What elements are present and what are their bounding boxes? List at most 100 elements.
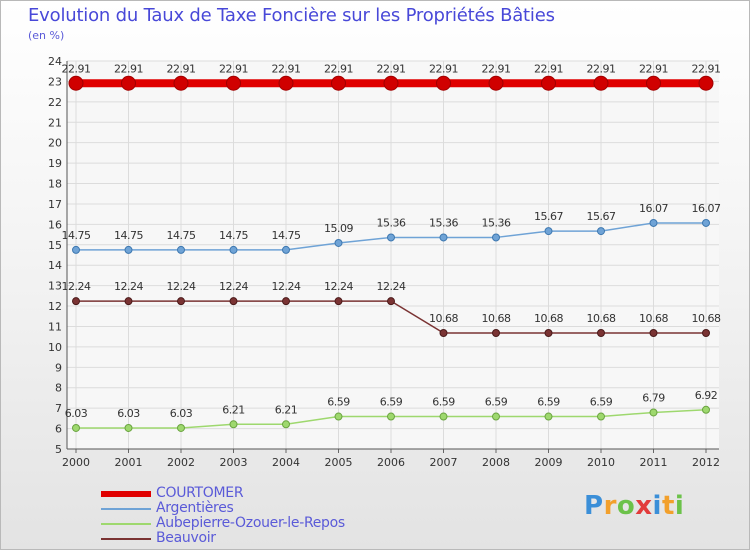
- data-label: 12.24: [62, 280, 91, 293]
- data-point: [282, 297, 290, 306]
- data-label: 22.91: [324, 62, 353, 75]
- legend-label-argentieres: Argentières: [156, 500, 234, 516]
- data-point: [541, 75, 556, 91]
- x-tick-label: 2011: [640, 456, 668, 469]
- data-label: 14.75: [114, 229, 143, 242]
- data-label: 22.91: [377, 62, 406, 75]
- legend-swatch-beauvoir: [101, 538, 151, 540]
- data-point: [702, 405, 710, 414]
- data-label: 16.07: [692, 202, 721, 215]
- data-point: [383, 75, 399, 91]
- x-tick-label: 2005: [325, 456, 353, 469]
- y-tick-label: 5: [55, 443, 62, 456]
- data-point: [282, 245, 290, 254]
- data-label: 10.68: [429, 312, 458, 325]
- data-label: 6.03: [170, 407, 193, 420]
- data-label: 10.68: [692, 312, 721, 325]
- data-point: [492, 329, 500, 338]
- data-label: 12.24: [167, 280, 196, 293]
- data-label: 15.09: [324, 222, 353, 235]
- data-point: [439, 412, 448, 421]
- data-point: [177, 245, 185, 254]
- data-point: [121, 75, 136, 91]
- legend-label-beauvoir: Beauvoir: [156, 530, 216, 546]
- data-label: 12.24: [114, 280, 143, 293]
- data-point: [72, 423, 80, 432]
- data-point: [173, 75, 189, 91]
- data-label: 6.21: [275, 403, 298, 416]
- data-label: 22.91: [534, 62, 563, 75]
- data-point: [593, 75, 609, 91]
- x-tick-label: 2006: [377, 456, 405, 469]
- legend-swatch-courtomer: [101, 491, 151, 497]
- data-label: 6.59: [590, 396, 613, 409]
- data-point: [544, 227, 553, 236]
- data-point: [387, 233, 395, 242]
- data-point: [278, 75, 294, 91]
- data-label: 14.75: [167, 229, 196, 242]
- y-tick-label: 9: [55, 361, 62, 374]
- data-point: [282, 420, 290, 429]
- logo-letter: r: [603, 491, 617, 521]
- y-tick-label: 23: [48, 75, 62, 88]
- x-tick-label: 2000: [62, 456, 90, 469]
- data-label: 15.36: [377, 216, 406, 229]
- y-tick-label: 14: [48, 259, 62, 272]
- data-point: [229, 297, 238, 306]
- y-tick-label: 19: [48, 157, 62, 170]
- data-point: [649, 218, 658, 227]
- y-tick-label: 16: [48, 218, 62, 231]
- data-point: [492, 233, 500, 242]
- data-point: [597, 227, 605, 236]
- x-tick-label: 2010: [587, 456, 615, 469]
- data-point: [334, 412, 343, 421]
- data-label: 6.59: [485, 396, 508, 409]
- data-point: [387, 297, 395, 306]
- data-label: 6.59: [327, 396, 350, 409]
- y-tick-label: 22: [48, 96, 62, 109]
- data-point: [177, 423, 185, 432]
- y-tick-label: 7: [55, 402, 62, 415]
- chart-title: Evolution du Taux de Taxe Foncière sur l…: [28, 5, 555, 26]
- data-point: [331, 75, 346, 91]
- y-tick-label: 11: [48, 320, 62, 333]
- data-label: 22.91: [272, 62, 301, 75]
- data-point: [387, 412, 395, 421]
- data-label: 15.36: [482, 216, 511, 229]
- y-tick-label: 8: [55, 382, 62, 395]
- logo-letter: i: [674, 491, 685, 521]
- x-tick-label: 2009: [535, 456, 563, 469]
- data-point: [68, 75, 84, 91]
- y-tick-label: 12: [48, 300, 62, 313]
- data-label: 6.21: [222, 403, 245, 416]
- data-label: 12.24: [324, 280, 353, 293]
- logo-letter: t: [661, 491, 675, 521]
- data-point: [702, 329, 710, 338]
- data-label: 10.68: [587, 312, 616, 325]
- data-point: [334, 297, 343, 306]
- data-label: 22.91: [429, 62, 458, 75]
- data-label: 12.24: [377, 280, 406, 293]
- proxiti-logo: Proxiti: [584, 491, 684, 521]
- x-tick-label: 2001: [115, 456, 143, 469]
- chart-subtitle: (en %): [28, 29, 65, 42]
- data-point: [229, 245, 238, 254]
- y-tick-label: 6: [55, 423, 62, 436]
- data-label: 15.67: [534, 210, 563, 223]
- data-point: [649, 408, 658, 417]
- data-label: 6.59: [537, 396, 560, 409]
- data-label: 12.24: [272, 280, 301, 293]
- y-tick-label: 15: [48, 239, 62, 252]
- x-tick-label: 2008: [482, 456, 510, 469]
- data-point: [649, 329, 658, 338]
- data-point: [436, 75, 451, 91]
- data-label: 22.91: [167, 62, 196, 75]
- x-tick-label: 2003: [220, 456, 248, 469]
- data-label: 6.59: [380, 396, 403, 409]
- logo-letter: i: [652, 491, 662, 521]
- x-tick-label: 2002: [167, 456, 195, 469]
- data-point: [124, 297, 133, 306]
- data-label: 22.91: [219, 62, 248, 75]
- x-tick-label: 2007: [430, 456, 458, 469]
- y-tick-label: 20: [48, 137, 62, 150]
